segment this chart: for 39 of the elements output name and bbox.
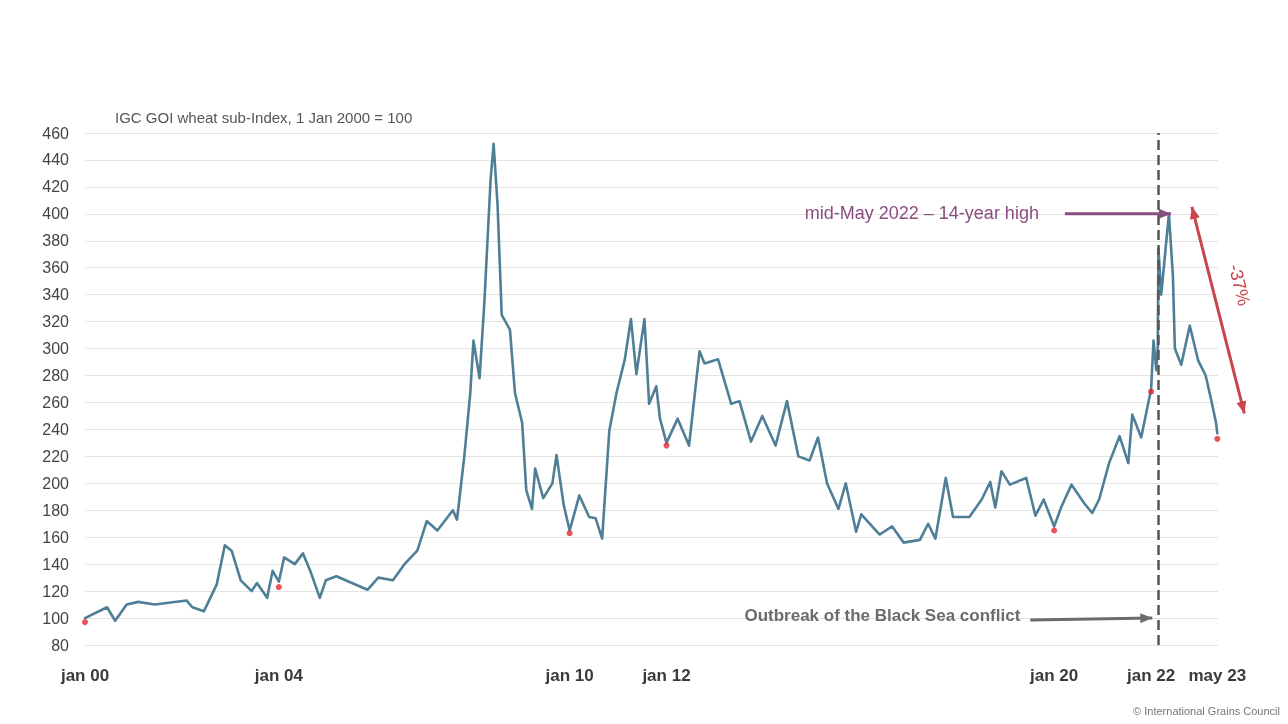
y-tick-label: 300 — [42, 340, 70, 358]
y-tick-label: 200 — [42, 474, 70, 492]
x-tick-label: jan 22 — [1126, 666, 1176, 685]
point — [275, 584, 282, 591]
y-tick-label: 280 — [42, 367, 70, 385]
x-tick-label: jan 00 — [59, 666, 110, 685]
y-tick-label: 440 — [42, 151, 70, 169]
y-tick-label: 340 — [42, 286, 70, 304]
y-tick-label: 80 — [51, 636, 70, 654]
point — [82, 619, 88, 626]
y-tick-label: 460 — [42, 124, 70, 142]
y-tick-label: 220 — [42, 447, 70, 465]
annotation: Outbreak of the Black Sea conflict — [744, 606, 1021, 626]
y-tick-label: 160 — [42, 528, 70, 546]
y-tick-label: 400 — [42, 205, 70, 223]
point — [663, 442, 670, 449]
point — [1214, 435, 1221, 442]
text: -37% — [1224, 262, 1255, 308]
y-tick-label: 320 — [42, 313, 70, 331]
x-tick-label: jan 04 — [253, 666, 304, 685]
point — [1148, 388, 1155, 395]
y-tick-label: 240 — [42, 420, 70, 438]
y-tick-label: 120 — [42, 582, 70, 600]
y-tick-label: 260 — [42, 393, 70, 411]
point — [1051, 527, 1058, 534]
point — [566, 530, 573, 537]
y-tick-label: 180 — [42, 501, 70, 519]
y-tick-label: 360 — [42, 259, 70, 277]
x-tick-label: may 23 — [1188, 666, 1247, 685]
y-tick-label: 100 — [42, 609, 70, 627]
y-axis-title: IGC GOI wheat sub-Index, 1 Jan 2000 = 100 — [115, 109, 413, 126]
text: © International Grains Council — [1133, 704, 1280, 717]
x-tick-label: jan 12 — [641, 666, 691, 685]
y-tick-label: 420 — [42, 178, 70, 196]
y-tick-label: 140 — [42, 555, 70, 573]
y-tick-label: 380 — [42, 232, 70, 250]
annotation: mid-May 2022 – 14-year high — [804, 202, 1039, 223]
x-tick-label: jan 10 — [544, 666, 594, 685]
x-tick-label: jan 20 — [1029, 666, 1079, 685]
